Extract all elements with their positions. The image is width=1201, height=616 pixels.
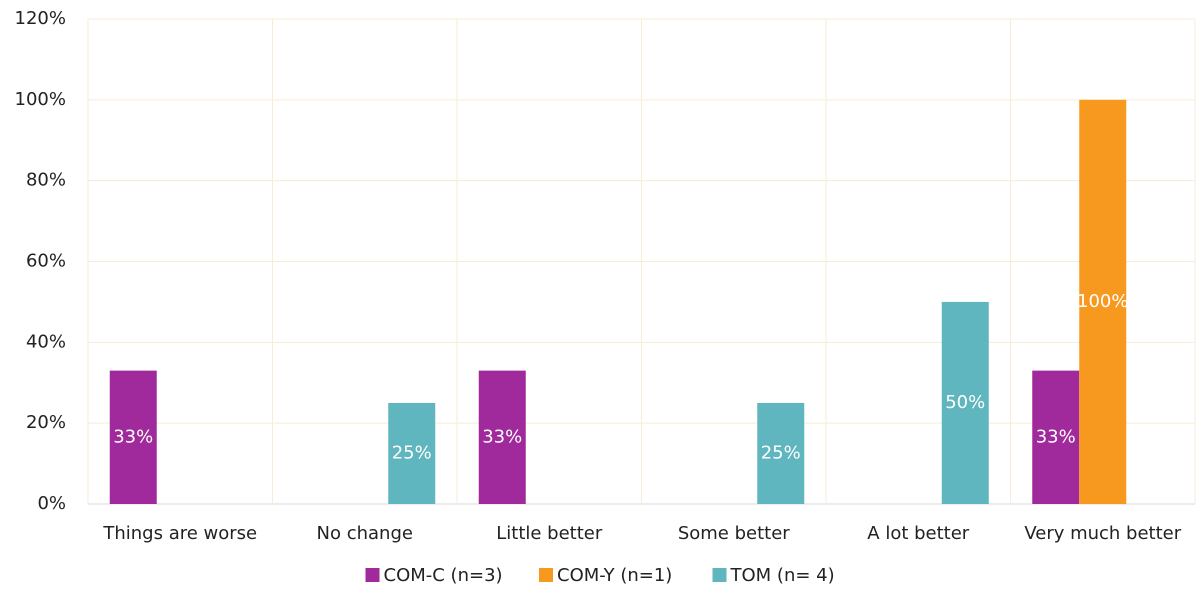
data-label: 25% bbox=[392, 442, 432, 463]
data-label: 25% bbox=[761, 442, 801, 463]
x-tick-label: Some better bbox=[678, 523, 790, 544]
data-label: 33% bbox=[1036, 426, 1076, 447]
legend-swatch bbox=[365, 568, 380, 582]
bar bbox=[941, 301, 989, 504]
x-tick-label: No change bbox=[317, 523, 413, 544]
data-label: 50% bbox=[945, 392, 985, 413]
x-tick-label: Little better bbox=[496, 523, 603, 544]
legend-label: COM-C (n=3) bbox=[384, 565, 503, 586]
bar bbox=[388, 402, 436, 504]
y-tick-label: 20% bbox=[26, 412, 66, 433]
y-tick-label: 40% bbox=[26, 331, 66, 352]
y-tick-label: 80% bbox=[26, 170, 66, 191]
bar bbox=[109, 370, 157, 504]
bar bbox=[478, 370, 526, 504]
y-tick-label: 0% bbox=[37, 493, 66, 514]
data-label: 33% bbox=[113, 426, 153, 447]
x-tick-label: Things are worse bbox=[102, 523, 257, 544]
y-tick-label: 100% bbox=[15, 89, 66, 110]
data-label: 33% bbox=[482, 426, 522, 447]
bar bbox=[1079, 99, 1127, 504]
legend-label: COM-Y (n=1) bbox=[557, 565, 672, 586]
legend-swatch bbox=[539, 568, 553, 582]
x-tick-label: A lot better bbox=[867, 523, 970, 544]
legend-swatch bbox=[712, 568, 727, 582]
bar bbox=[1032, 370, 1080, 504]
data-label: 100% bbox=[1077, 291, 1128, 312]
legend-label: TOM (n= 4) bbox=[730, 565, 835, 586]
x-tick-label: Very much better bbox=[1024, 523, 1181, 544]
y-tick-label: 120% bbox=[15, 8, 66, 29]
bar bbox=[757, 402, 805, 504]
y-tick-label: 60% bbox=[26, 251, 66, 272]
